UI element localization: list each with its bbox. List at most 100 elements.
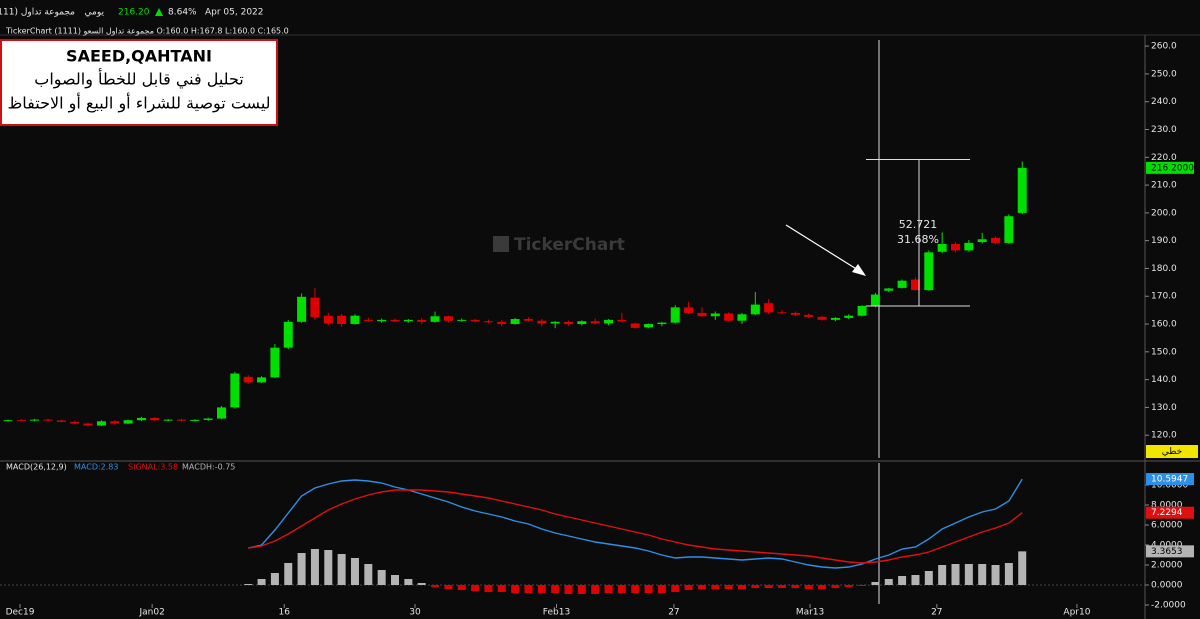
- value-tag-label: 3.3653: [1151, 547, 1183, 557]
- histogram-bar: [844, 585, 853, 587]
- candle-body: [56, 420, 66, 422]
- candle-body: [657, 322, 667, 325]
- candle-body: [136, 417, 146, 421]
- histogram-bar: [631, 585, 640, 593]
- candle-body: [684, 307, 694, 313]
- candle-body: [403, 319, 413, 322]
- candle-body: [724, 313, 734, 321]
- candle-body: [764, 303, 774, 313]
- candle-body: [617, 319, 627, 322]
- histogram-bar: [404, 579, 413, 585]
- histogram-bar: [244, 584, 253, 585]
- y-tick-label: 8.0000: [1151, 501, 1183, 511]
- candle-body: [537, 320, 547, 324]
- candle-body: [70, 421, 80, 424]
- candle-body: [470, 319, 480, 322]
- value-tag: [1146, 506, 1194, 519]
- histogram-bar: [684, 585, 693, 590]
- value-tag: [1146, 545, 1194, 558]
- y-tick-label: 200.0: [1151, 208, 1177, 218]
- y-tick-label: 150.0: [1151, 347, 1177, 357]
- histogram-bar: [871, 582, 880, 585]
- histogram-bar: [924, 571, 933, 585]
- histogram-bar: [471, 585, 480, 591]
- candle-body: [697, 312, 707, 317]
- histogram-bar: [764, 585, 773, 588]
- histogram-bar: [978, 564, 987, 585]
- change: 8.64%: [168, 8, 197, 18]
- candle-body: [804, 314, 814, 317]
- candle-body: [3, 420, 13, 422]
- histogram-bar: [938, 565, 947, 585]
- histogram-bar: [831, 585, 840, 588]
- histogram-bar: [391, 575, 400, 585]
- candle-body: [483, 321, 493, 323]
- histogram-bar: [270, 573, 279, 585]
- value-tag-label: 7.2294: [1151, 508, 1183, 518]
- histogram-bar: [697, 585, 706, 589]
- histogram-bar: [297, 553, 306, 585]
- histogram-bar: [524, 585, 533, 593]
- y-tick-label: 170.0: [1151, 292, 1177, 302]
- plot-layer: 120.0 130.0 140.0 150.0 160.0 170.0 180.0 190.0…: [0, 42, 1198, 618]
- ohlc-line: TickerChart مجموعة تداول السعو (1111) O:…: [5, 27, 289, 36]
- note-line: ليست توصية للشراء أو البيع أو الاحتفاظ: [7, 93, 270, 114]
- x-tick-label: Dec19: [6, 608, 35, 618]
- x-tick-label: 27: [668, 608, 679, 618]
- candle-body: [176, 419, 186, 421]
- last-price: 216.20: [118, 8, 150, 18]
- candle-body: [123, 420, 133, 424]
- measure-label: 52.721: [899, 218, 938, 231]
- histogram-bar: [804, 585, 813, 589]
- histogram-bar: [751, 585, 760, 588]
- candle-body: [270, 347, 280, 378]
- candle-body: [777, 312, 787, 314]
- y-tick-label: 250.0: [1151, 69, 1177, 79]
- y-tick-label: 2.0000: [1151, 561, 1183, 571]
- y-tick-label: 160.0: [1151, 320, 1177, 330]
- histogram-bar: [324, 550, 333, 585]
- x-tick-label: Mar13: [796, 608, 824, 618]
- candle-body: [190, 419, 200, 421]
- candle-body: [257, 377, 267, 383]
- value-tag-label: 10.5947: [1151, 475, 1188, 485]
- candle-body: [83, 423, 93, 426]
- candle-body: [910, 279, 920, 291]
- candle-body: [604, 319, 614, 324]
- y-tick-label: 120.0: [1151, 431, 1177, 441]
- candle-body: [30, 419, 40, 421]
- candle-body: [150, 417, 160, 421]
- candle-body: [230, 373, 240, 408]
- histogram-bar: [444, 585, 453, 589]
- histogram-bar: [577, 585, 586, 594]
- candle-body: [457, 319, 467, 321]
- histogram-bar: [604, 585, 613, 593]
- histogram-bar: [431, 585, 440, 587]
- histogram-bar: [898, 576, 907, 585]
- y-tick-label: 190.0: [1151, 236, 1177, 246]
- watermark: TickerChart: [514, 235, 625, 255]
- legend-entry: SIGNAL:3.58: [128, 463, 178, 472]
- candle-body: [497, 321, 507, 325]
- candle-body: [523, 319, 533, 321]
- candle-body: [323, 315, 333, 324]
- candle-body: [350, 315, 360, 325]
- histogram-bar: [711, 585, 720, 589]
- histogram-bar: [724, 585, 733, 589]
- x-tick-label: Jan02: [138, 608, 164, 618]
- histogram-bar: [1018, 551, 1027, 585]
- histogram-bar: [537, 585, 546, 593]
- candle-body: [390, 319, 400, 322]
- price-tag-label: 216.2000: [1151, 163, 1194, 173]
- note-box: [0, 39, 278, 126]
- candle-body: [937, 243, 947, 252]
- histogram-bar: [617, 585, 626, 593]
- period: يومي: [85, 8, 105, 18]
- candle-body: [951, 243, 961, 251]
- up-triangle: [155, 8, 163, 16]
- candle-body: [644, 324, 654, 328]
- candle-body: [163, 419, 173, 421]
- candle-body: [710, 313, 720, 317]
- histogram-bar: [791, 585, 800, 588]
- arrowhead: [852, 264, 866, 276]
